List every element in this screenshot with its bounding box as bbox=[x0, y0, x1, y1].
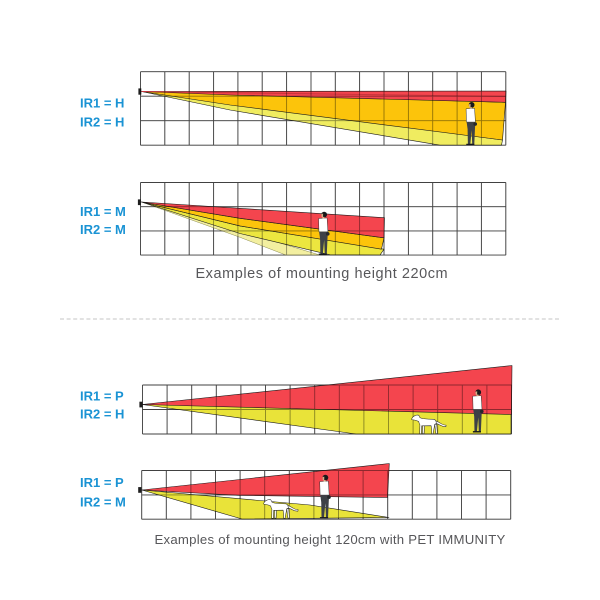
svg-text:IR2 = M: IR2 = M bbox=[80, 494, 126, 509]
svg-text:Examples of mounting height 22: Examples of mounting height 220cm bbox=[195, 266, 448, 282]
svg-text:IR1 = M: IR1 = M bbox=[80, 204, 126, 219]
svg-text:Examples of mounting height 12: Examples of mounting height 120cm with P… bbox=[154, 532, 505, 547]
svg-text:IR1 = P: IR1 = P bbox=[80, 475, 124, 490]
svg-text:IR2 = M: IR2 = M bbox=[80, 222, 126, 237]
svg-text:IR1 = H: IR1 = H bbox=[80, 96, 124, 111]
svg-text:IR2 = H: IR2 = H bbox=[80, 406, 124, 421]
svg-text:IR1 = P: IR1 = P bbox=[80, 388, 124, 403]
svg-text:IR2 = H: IR2 = H bbox=[80, 114, 124, 129]
